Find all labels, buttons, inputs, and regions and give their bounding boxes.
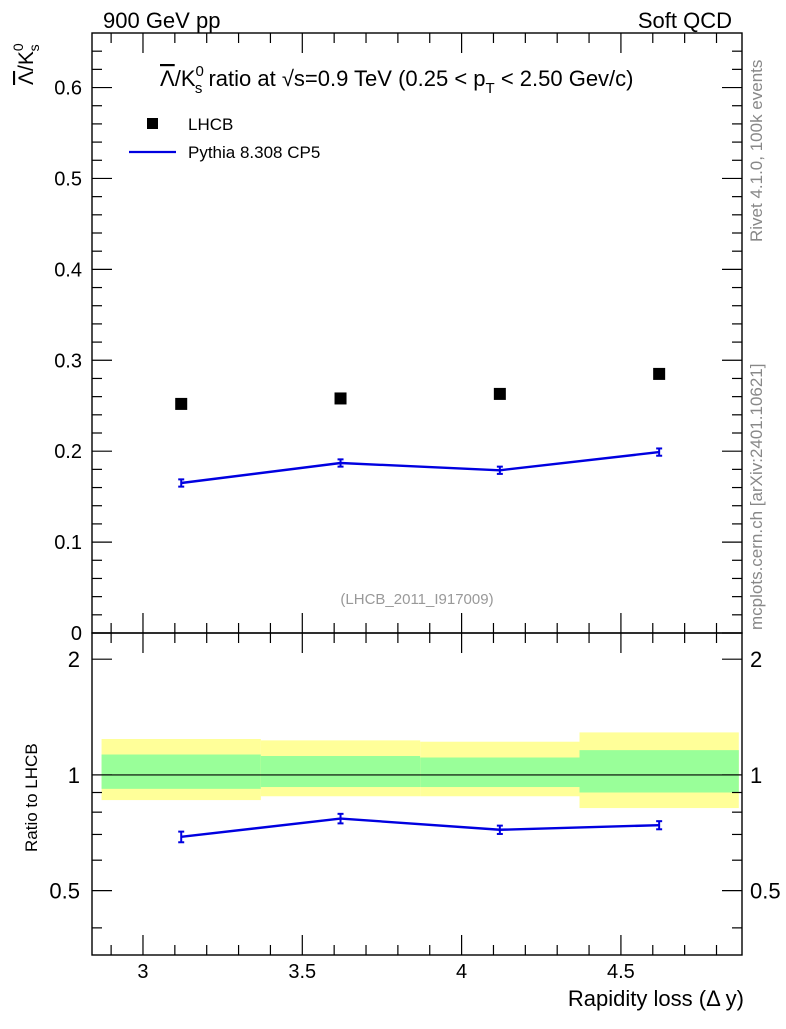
ratio-x-ticks: 3 3.5 4 4.5 [110,633,718,983]
main-data-layer [175,367,666,488]
title-lambda-bar: Λ [160,66,175,91]
title-sup: 0 [196,63,204,80]
title-sqrt: √ [282,66,295,91]
title-part2: ratio at [202,66,281,91]
ratio-y-tick-label-left: 0.5 [49,879,80,904]
ratio-y-tick-label-right: 1 [750,763,762,788]
main-y-tick-label: 0.1 [54,532,82,554]
lhcb-data-point [175,397,188,410]
plot-title: Λ/K0 s ratio at √s=0.9 TeV (0.25 < pT < 2… [160,63,634,97]
title-part4: < 2.50 Gev/c) [495,66,634,91]
analysis-id-label: (LHCB_2011_I917009) [340,591,493,608]
main-y-tick-label: 0 [71,623,82,645]
main-y-axis-label: Λ/K0s [10,43,42,85]
ratio-y-tick-label-right: 2 [750,647,762,672]
rivet-version-label: Rivet 4.1.0, 100k events [747,60,766,242]
ratio-band-inner [420,757,580,788]
ratio-y-tick-label-right: 0.5 [750,879,781,904]
main-panel: 00.10.20.30.40.50.6 Λ/K0 s ratio at √s=0.… [54,32,743,645]
main-y-tick-label: 0.6 [54,78,82,100]
header-left-label: 900 GeV pp [103,8,220,33]
lhcb-data-point [493,387,506,400]
ratio-y-tick-label-left: 1 [68,763,80,788]
ratio-band-inner [260,755,421,788]
title-sub-t: T [486,80,495,97]
mcplots-label: mcplots.cern.ch [arXiv:2401.10621] [747,364,766,630]
main-y-tick-label: 0.2 [54,441,82,463]
ratio-data-layer [178,812,663,844]
legend-data-label: LHCB [188,115,233,134]
ratio-y-ticks: 0.5 0.5 1 1 2 2 [49,647,781,929]
ylabel-sup: 0 [10,43,26,51]
legend-mc-label: Pythia 8.308 CP5 [188,143,320,162]
ratio-x-tick-label: 3.5 [288,961,316,983]
ylabel-sub: s [26,44,42,51]
title-part3: s=0.9 TeV (0.25 < p [294,66,486,91]
main-y-tick-label: 0.4 [54,259,82,281]
title-sub: s [195,80,203,97]
ratio-panel: 0.5 0.5 1 1 2 2 3 3.5 4 4.5 [49,632,781,983]
main-y-ticks: 0 0.1 0.2 0.3 0.4 0.5 0.6 [54,50,742,645]
ratio-x-tick-label: 4 [456,961,467,983]
ratio-uncertainty-bands [101,732,739,809]
ratio-x-tick-label: 4.5 [607,961,635,983]
ratio-x-tick-label: 3 [137,961,148,983]
title-part1: /K [175,66,196,91]
ylabel-part1: /K [15,51,38,71]
main-y-tick-label: 0.5 [54,168,82,190]
pythia-series-line [181,450,660,485]
legend-data-marker [147,118,158,129]
ratio-frame [91,632,743,956]
lhcb-data-point [653,367,666,380]
ratio-band-inner [579,750,739,793]
header-right-label: Soft QCD [638,8,732,33]
lhcb-data-point [334,392,347,405]
ratio-band-inner [101,754,261,789]
ratio-series-line [181,817,660,839]
x-axis-label: Rapidity loss (Δ y) [568,986,744,1011]
ylabel-lambda-bar: Λ [15,71,38,85]
main-y-tick-label: 0.3 [54,350,82,372]
ratio-y-tick-label-left: 2 [68,647,80,672]
ratio-y-axis-label: Ratio to LHCB [22,743,41,852]
main-x-ticks [110,33,718,633]
